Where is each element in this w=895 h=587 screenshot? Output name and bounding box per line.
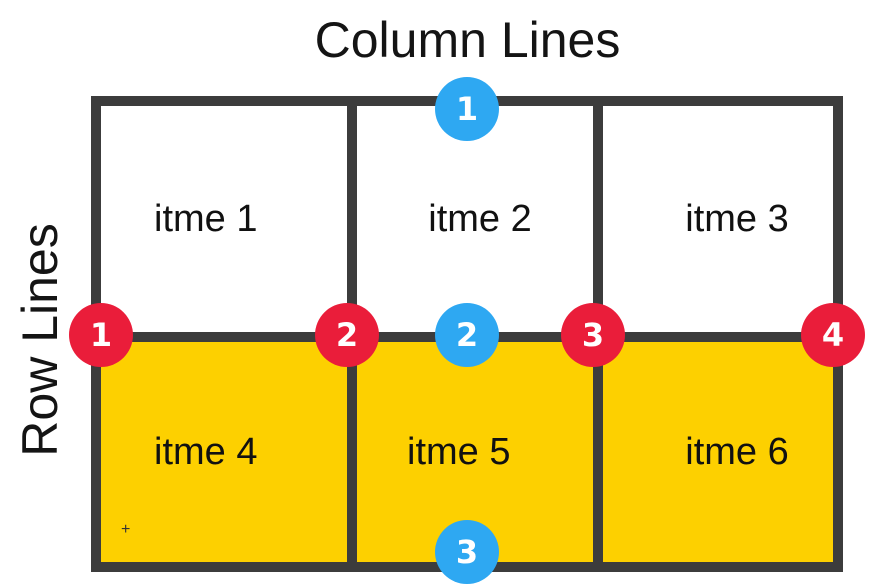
grid-item: itme 1 (101, 106, 347, 332)
column-line-marker: 1 (435, 77, 499, 141)
marker-label: 1 (455, 90, 479, 128)
marker-label: 1 (89, 316, 113, 354)
grid-container: itme 1 itme 2 itme 3 itme 4 itme 5 itme … (91, 96, 843, 572)
crosshair-icon: + (121, 521, 131, 538)
marker-label: 3 (455, 533, 479, 571)
column-line-marker: 3 (435, 520, 499, 584)
grid-item: itme 6 (603, 342, 833, 562)
grid-item-label: itme 5 (407, 430, 511, 473)
row-line-marker: 1 (69, 303, 133, 367)
grid-item-label: itme 2 (428, 197, 532, 240)
grid-item: itme 4 (101, 342, 347, 562)
grid-item-label: itme 4 (154, 430, 258, 473)
grid-item: itme 2 (357, 106, 593, 332)
marker-label: 4 (821, 316, 845, 354)
grid-item-label: itme 1 (154, 197, 258, 240)
grid-item-label: itme 6 (685, 430, 789, 473)
row-line-marker: 4 (801, 303, 865, 367)
column-line-marker: 2 (435, 303, 499, 367)
row-line-marker: 3 (561, 303, 625, 367)
grid-item: itme 3 (603, 106, 833, 332)
marker-label: 2 (455, 316, 479, 354)
row-line-marker: 2 (315, 303, 379, 367)
marker-label: 3 (581, 316, 605, 354)
side-title: Row Lines (12, 223, 68, 457)
grid-item-label: itme 3 (685, 197, 789, 240)
marker-label: 2 (335, 316, 359, 354)
diagram-title: Column Lines (314, 12, 621, 68)
